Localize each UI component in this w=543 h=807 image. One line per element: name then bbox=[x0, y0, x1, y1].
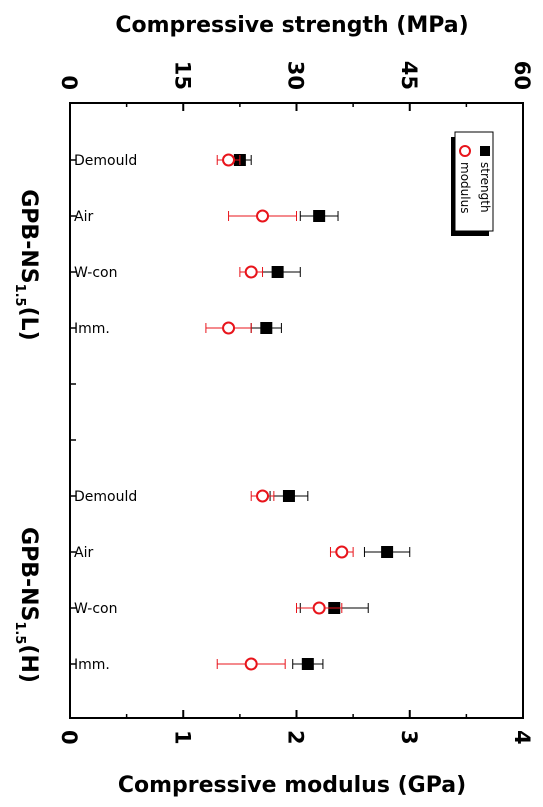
marks bbox=[205, 153, 411, 671]
strength-point bbox=[282, 490, 295, 502]
group-title-high-label: GPB-NS bbox=[16, 527, 41, 621]
group-title-low-suffix: (L) bbox=[16, 307, 41, 341]
category-label: Imm. bbox=[74, 657, 110, 673]
modulus-point bbox=[222, 321, 236, 335]
top-tick-label: 0 bbox=[57, 75, 81, 90]
group-title-high: GPB-NS1.5(H) bbox=[12, 527, 41, 683]
top-tick-label: 45 bbox=[397, 61, 421, 90]
bottom-tick-label: 0 bbox=[57, 730, 81, 745]
strength-point bbox=[313, 210, 326, 222]
bottom-tick-label: 3 bbox=[397, 730, 421, 745]
modulus-point bbox=[244, 265, 258, 279]
group-title-low: GPB-NS1.5(L) bbox=[12, 189, 41, 341]
modulus-point bbox=[335, 545, 349, 559]
modulus-point bbox=[312, 601, 326, 615]
top-axis-title: Compressive strength (MPa) bbox=[115, 13, 468, 38]
legend-strength-label: strength bbox=[478, 162, 492, 213]
top-tick-label: 15 bbox=[170, 61, 194, 90]
modulus-point bbox=[256, 209, 270, 223]
group-title-high-suffix: (H) bbox=[16, 644, 41, 683]
top-tick-label: 60 bbox=[510, 61, 534, 90]
legend: strength modulus bbox=[451, 131, 494, 236]
bottom-axis-title: Compressive modulus (GPa) bbox=[118, 773, 466, 798]
group-title-high-subscript: 1.5 bbox=[12, 621, 27, 644]
modulus-point bbox=[244, 657, 258, 671]
strength-point bbox=[260, 322, 273, 334]
group-title-low-subscript: 1.5 bbox=[12, 284, 27, 307]
group-title-low-label: GPB-NS bbox=[16, 189, 41, 283]
modulus-point bbox=[222, 153, 236, 167]
strength-point bbox=[301, 658, 314, 670]
strength-point bbox=[271, 266, 284, 278]
category-label: Demould bbox=[74, 153, 137, 169]
legend-modulus-marker bbox=[459, 145, 471, 157]
category-label: W-con bbox=[74, 601, 117, 617]
modulus-point bbox=[256, 489, 270, 503]
bottom-tick-label: 2 bbox=[284, 730, 308, 745]
category-label: Air bbox=[74, 209, 93, 225]
category-label: Imm. bbox=[74, 321, 110, 337]
top-tick-label: 30 bbox=[284, 61, 308, 90]
category-label: Air bbox=[74, 545, 93, 561]
strength-point bbox=[381, 546, 394, 558]
bottom-tick-label: 1 bbox=[170, 730, 194, 745]
category-label: W-con bbox=[74, 265, 117, 281]
bottom-tick-label: 4 bbox=[510, 730, 534, 745]
legend-strength-marker bbox=[480, 146, 490, 156]
category-label: Demould bbox=[74, 489, 137, 505]
ticks: 0 1 2 3 4 0 15 30 45 60 bbox=[57, 61, 534, 745]
category-ticks: Demould Air W-con Imm. Demould Air W-con Imm. bbox=[70, 153, 137, 673]
legend-modulus-label: modulus bbox=[458, 162, 472, 213]
